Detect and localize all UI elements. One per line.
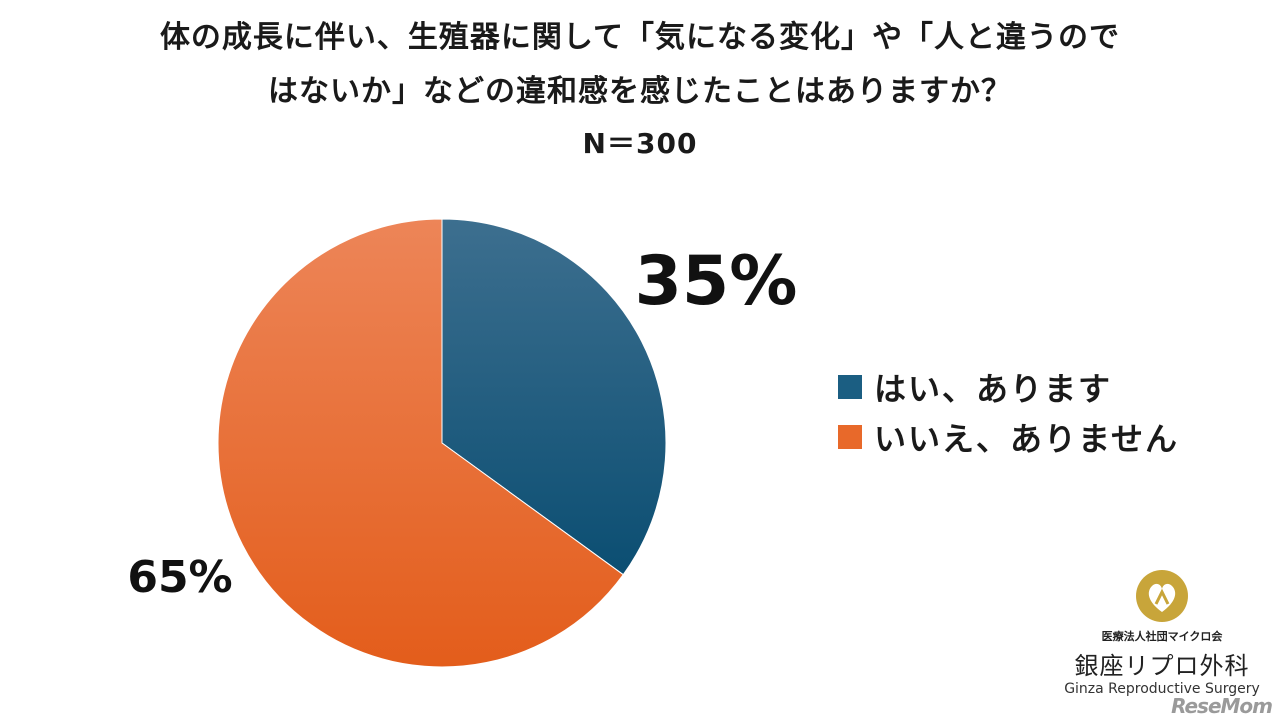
chart-title-line-2: はないか」などの違和感を感じたことはありますか？ (268, 74, 1012, 109)
chart-title-line-1: 体の成長に伴い、生殖器に関して「気になる変化」や「人と違うので (159, 20, 1121, 55)
legend-label-no: いいえ、ありません (874, 420, 1180, 458)
clinic-emblem-icon (1136, 570, 1188, 622)
clinic-name-english: Ginza Reproductive Surgery (1064, 681, 1260, 697)
slice-label-yes: 35% (635, 242, 798, 321)
legend-item-yes: はい、あります (838, 362, 1179, 412)
legend-label-yes: はい、あります (874, 370, 1113, 408)
chart-subtitle: N＝300 (582, 127, 698, 160)
legend: はい、あります いいえ、ありません (838, 362, 1179, 462)
slice-label-no: 65% (127, 552, 232, 603)
clinic-name: 銀座リプロ外科 (1074, 652, 1250, 680)
clinic-org-name: 医療法人社団マイクロ会 (1101, 630, 1223, 643)
legend-swatch-yes (838, 375, 862, 399)
clinic-logo: 医療法人社団マイクロ会 銀座リプロ外科 Ginza Reproductive S… (1062, 568, 1262, 697)
legend-item-no: いいえ、ありません (838, 412, 1179, 462)
legend-swatch-no (838, 425, 862, 449)
resemom-watermark: ReseMom (1171, 694, 1273, 718)
pie-slice-no (217, 218, 624, 668)
pie-slice-yes (441, 218, 667, 576)
